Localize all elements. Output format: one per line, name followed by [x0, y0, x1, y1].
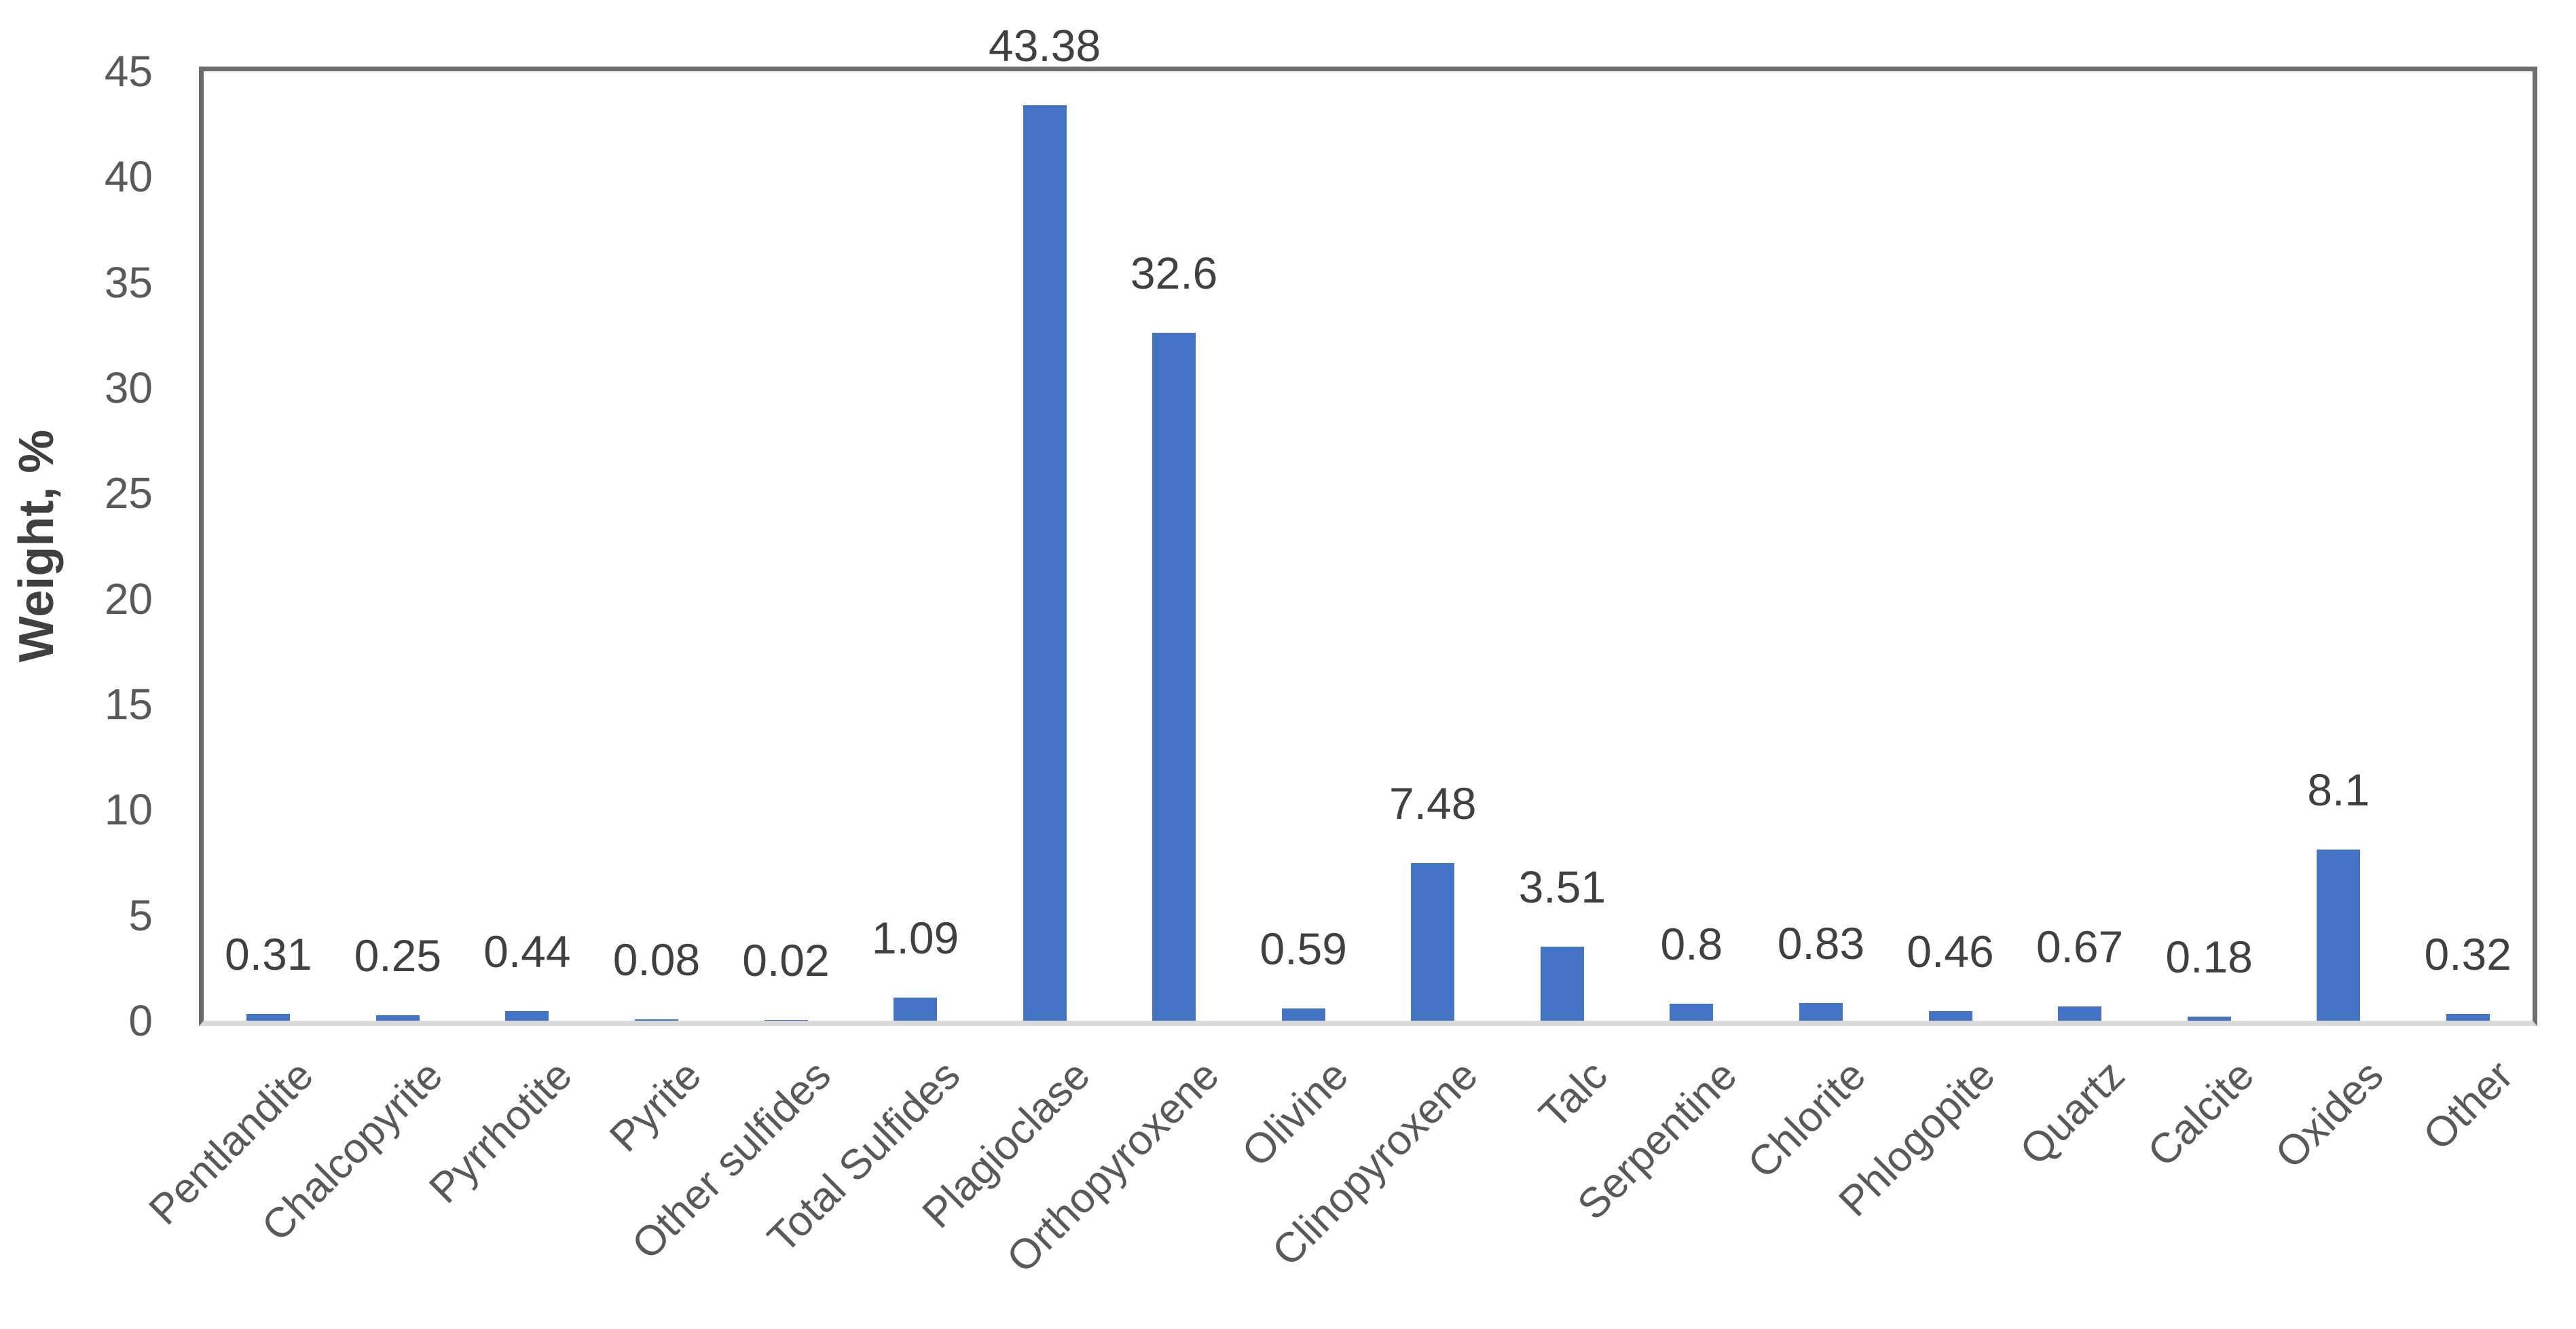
bar-phlogopite [1928, 1011, 1972, 1021]
bar-value-label: 7.48 [1389, 778, 1477, 829]
bar-value-label: 0.67 [2036, 922, 2124, 972]
bar-value-label: 3.51 [1518, 862, 1606, 912]
bar-calcite [2187, 1017, 2231, 1021]
bar-other-sulfides [764, 1020, 808, 1021]
bar-value-label: 0.44 [483, 926, 571, 977]
x-category-label: Pyrite [601, 1051, 711, 1161]
bar-orthopyroxene [1152, 333, 1196, 1021]
bar-olivine [1281, 1008, 1325, 1021]
x-category-label: Quartz [2011, 1051, 2134, 1175]
y-tick-label: 20 [104, 574, 153, 623]
bar-value-label: 0.32 [2424, 929, 2511, 979]
x-category-label: Other [2414, 1051, 2522, 1160]
y-tick-label: 15 [104, 680, 153, 729]
x-category-label: Pyrrhotite [420, 1051, 581, 1213]
y-tick-label: 35 [104, 257, 153, 307]
bar-value-label: 0.18 [2165, 932, 2253, 982]
bar-oxides [2317, 850, 2361, 1021]
bar-pentlandite [246, 1014, 291, 1021]
x-category-label: Olivine [1233, 1051, 1358, 1176]
bar-other [2446, 1014, 2490, 1021]
bar-value-label: 0.31 [225, 929, 312, 979]
bar-value-label: 0.59 [1259, 924, 1347, 974]
bar-total-sulfides [894, 998, 938, 1021]
y-tick-label: 10 [104, 785, 153, 835]
bar-pyrrhotite [505, 1011, 549, 1021]
bar-clinopyroxene [1411, 863, 1455, 1021]
bar-talc [1540, 947, 1584, 1021]
y-tick-label: 40 [104, 152, 153, 202]
x-category-label: Oxides [2266, 1051, 2393, 1178]
bar-value-label: 0.02 [742, 935, 830, 985]
bar-value-label: 8.1 [2307, 765, 2370, 815]
bar-serpentine [1670, 1004, 1714, 1021]
bar-chlorite [1799, 1003, 1843, 1021]
bar-quartz [2058, 1006, 2102, 1021]
bar-chalcopyrite [375, 1015, 420, 1021]
bar-value-label: 43.38 [989, 20, 1101, 71]
bar-value-label: 0.83 [1777, 918, 1865, 968]
y-tick-label: 0 [128, 996, 153, 1045]
bar-value-label: 32.6 [1130, 248, 1218, 298]
bar-value-label: 0.25 [354, 930, 442, 981]
x-category-label: Calcite [2139, 1051, 2264, 1176]
y-tick-label: 5 [128, 890, 153, 940]
y-tick-label: 30 [104, 363, 153, 412]
plot-area [199, 67, 2537, 1026]
bar-value-label: 0.8 [1660, 919, 1723, 969]
y-tick-label: 25 [104, 469, 153, 518]
bar-value-label: 0.08 [612, 934, 701, 985]
x-category-label: Talc [1530, 1051, 1617, 1138]
y-tick-label: 45 [104, 47, 153, 96]
bar-pyrite [634, 1019, 678, 1021]
bar-value-label: 0.46 [1907, 926, 1994, 977]
bar-value-label: 1.09 [871, 913, 959, 963]
bar-plagioclase [1023, 105, 1067, 1021]
